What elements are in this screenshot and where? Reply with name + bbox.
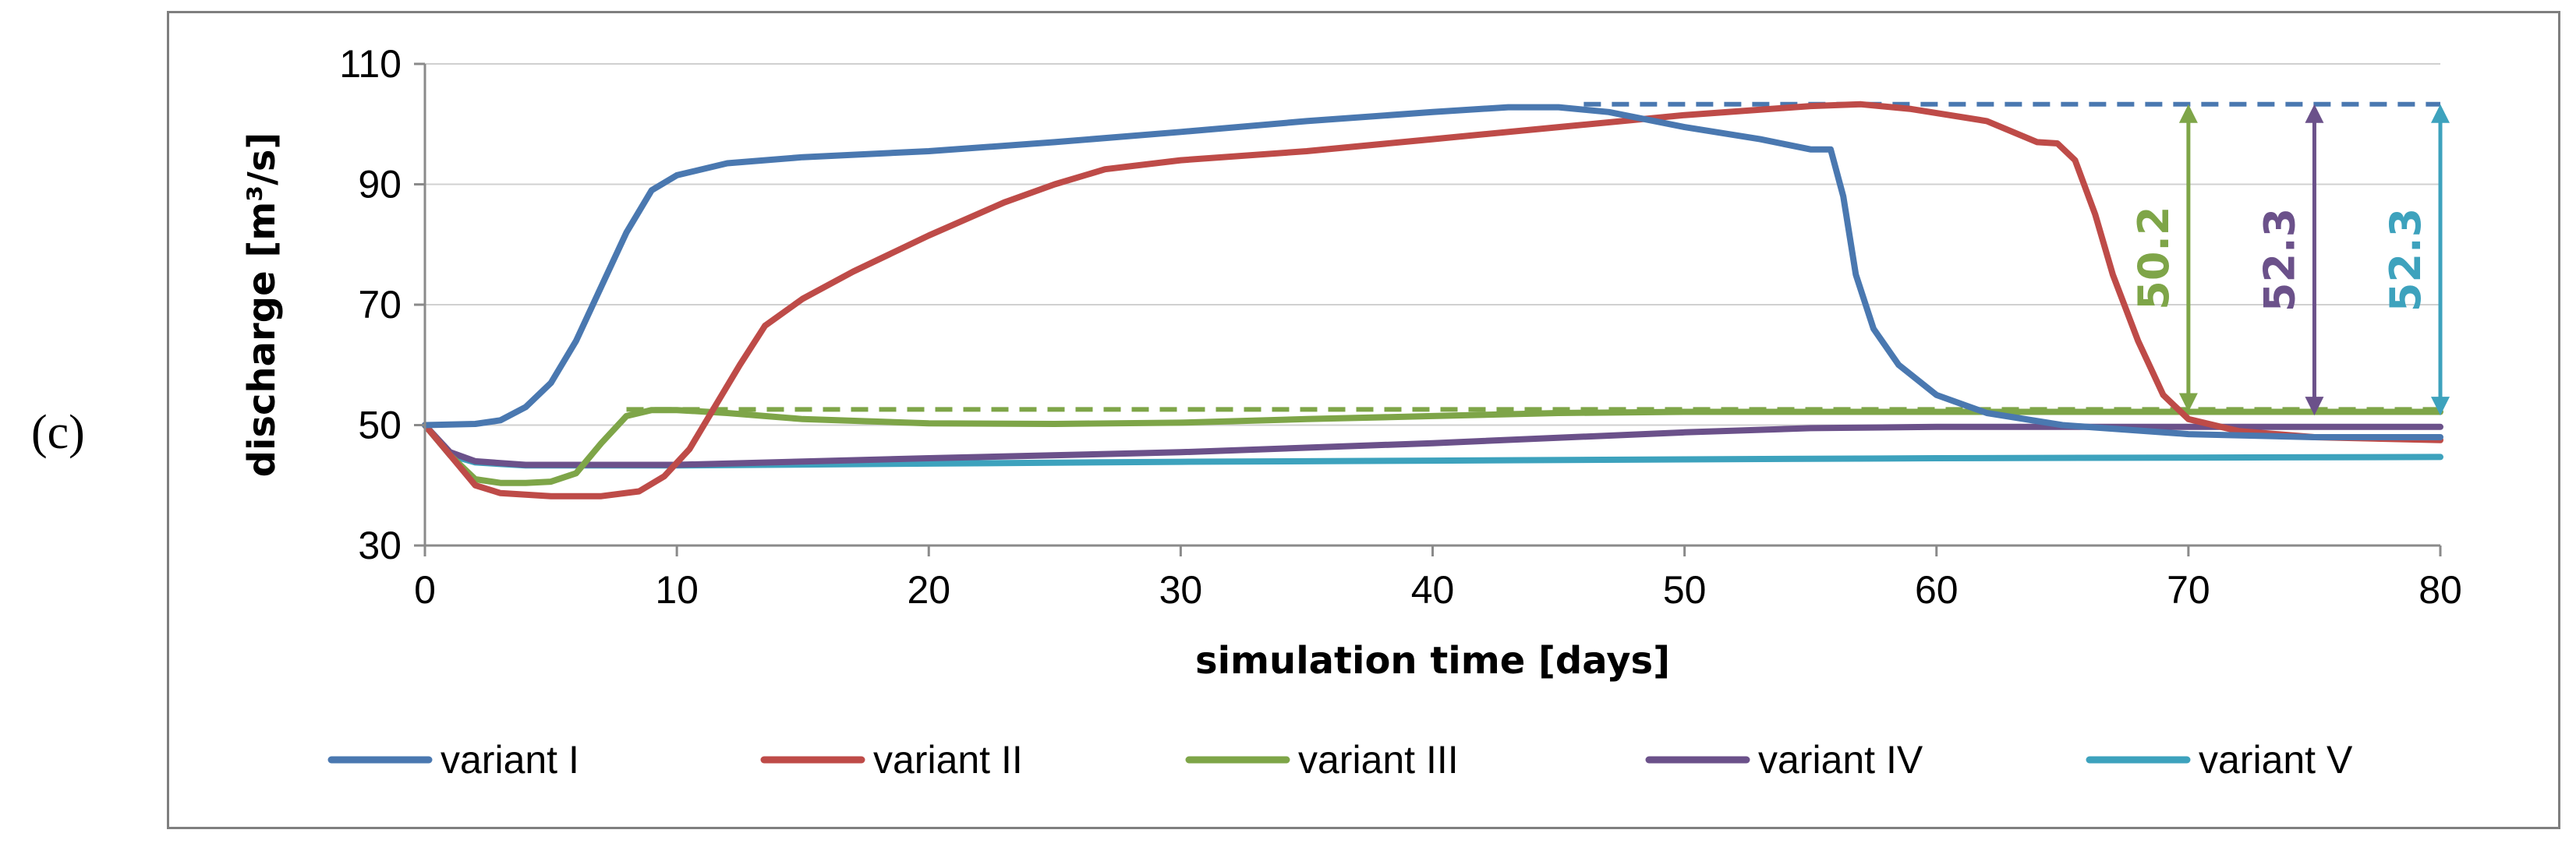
arrow-head-down	[2305, 397, 2324, 416]
x-tick-label: 80	[2419, 568, 2462, 612]
legend-label: variant II	[873, 738, 1023, 782]
arrow-head-down	[2178, 393, 2198, 412]
legend-item: variant IV	[1645, 738, 1923, 782]
legend: variant I variant II variant III variant IV…	[327, 738, 2353, 782]
arrow-head-down	[2431, 397, 2450, 416]
arrow-head-up	[2431, 104, 2450, 123]
annotation-label: 50.2	[2129, 207, 2178, 310]
legend-label: variant I	[441, 738, 579, 782]
legend-item: variant V	[2086, 738, 2353, 782]
arrow-head-up	[2178, 104, 2198, 123]
x-tick-label: 20	[907, 568, 950, 612]
legend-item: variant III	[1185, 738, 1459, 782]
annotation: 52.3	[2381, 104, 2450, 416]
legend-item: variant II	[760, 738, 1023, 782]
annotation: 52.3	[2255, 104, 2324, 416]
series-lines	[422, 101, 2443, 500]
chart-frame	[167, 11, 2560, 829]
x-tick-label: 50	[1663, 568, 1707, 612]
y-tick-label: 70	[358, 283, 402, 327]
series-line	[422, 101, 2443, 500]
annotations: 50.2 52.3 52.3	[2129, 104, 2450, 416]
legend-item: variant I	[327, 738, 579, 782]
reference-lines	[626, 101, 2440, 412]
tick-labels: 30 50 70 90 110 0 10 20 30 40 50 60 70 80	[339, 42, 2462, 612]
series-line	[422, 422, 2443, 468]
y-tick-label: 50	[358, 404, 402, 447]
annotation: 50.2	[2129, 104, 2198, 412]
x-tick-label: 10	[655, 568, 699, 612]
legend-label: variant IV	[1758, 738, 1923, 782]
x-axis-title: simulation time [days]	[1195, 639, 1670, 683]
panel-label: (c)	[31, 406, 85, 459]
series-line	[422, 104, 2443, 440]
annotation-label: 52.3	[2255, 208, 2304, 312]
annotation-label: 52.3	[2381, 208, 2430, 312]
y-tick-label: 90	[358, 163, 402, 207]
legend-label: variant III	[1298, 738, 1459, 782]
axes	[414, 62, 2442, 556]
x-tick-label: 30	[1159, 568, 1203, 612]
y-axis-title: discharge [m³/s]	[240, 132, 284, 478]
legend-label: variant V	[2199, 738, 2353, 782]
x-tick-label: 60	[1915, 568, 1959, 612]
x-tick-label: 0	[414, 568, 436, 612]
y-tick-label: 110	[339, 42, 402, 86]
x-tick-label: 40	[1411, 568, 1455, 612]
arrow-head-up	[2305, 104, 2324, 123]
x-tick-label: 70	[2167, 568, 2210, 612]
series-line	[422, 407, 2443, 486]
y-tick-label: 30	[358, 524, 402, 567]
